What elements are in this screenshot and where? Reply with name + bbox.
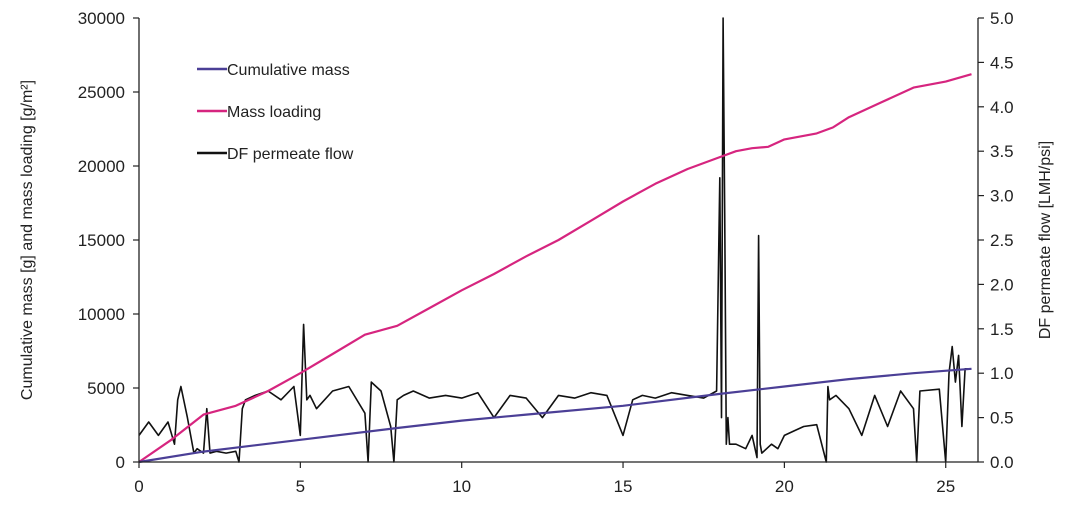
y-axis-left-title: Cumulative mass [g] and mass loading [g/… bbox=[19, 80, 36, 400]
y-right-tick-label: 3.0 bbox=[990, 187, 1014, 206]
y-right-tick-label: 1.5 bbox=[990, 320, 1014, 339]
legend-label-df-permeate-flow: DF permeate flow bbox=[227, 146, 354, 163]
y-left-tick-label: 10000 bbox=[78, 305, 125, 324]
x-tick-label: 25 bbox=[936, 477, 955, 496]
axes: 0 5 10 15 20 25 0 5000 10000 15000 20000 25000 30000… bbox=[78, 9, 1014, 496]
y-left-tick-label: 15000 bbox=[78, 231, 125, 250]
y-right-tick-label: 2.0 bbox=[990, 275, 1014, 294]
x-tick-label: 10 bbox=[452, 477, 471, 496]
y-right-tick-label: 5.0 bbox=[990, 9, 1014, 28]
y-right-tick-label: 4.5 bbox=[990, 53, 1014, 72]
y-left-tick-label: 25000 bbox=[78, 83, 125, 102]
legend-label-cumulative-mass: Cumulative mass bbox=[227, 62, 350, 79]
series-line-cumulative-mass bbox=[138, 367, 972, 464]
y-right-tick-label: 2.5 bbox=[990, 231, 1014, 250]
y-right-tick-label: 3.5 bbox=[990, 142, 1014, 161]
x-tick-label: 5 bbox=[296, 477, 305, 496]
y-right-tick-label: 0.0 bbox=[990, 453, 1014, 472]
x-tick-label: 20 bbox=[775, 477, 794, 496]
y-right-tick-label: 1.0 bbox=[990, 364, 1014, 383]
y-left-tick-label: 20000 bbox=[78, 157, 125, 176]
y-right-tick-label: 0.5 bbox=[990, 409, 1014, 428]
y-left-tick-label: 30000 bbox=[78, 9, 125, 28]
x-tick-label: 15 bbox=[614, 477, 633, 496]
x-tick-label: 0 bbox=[134, 477, 143, 496]
legend-label-mass-loading: Mass loading bbox=[227, 104, 321, 121]
y-left-tick-label: 5000 bbox=[87, 379, 125, 398]
legend: Cumulative mass Mass loading DF permeate f… bbox=[197, 62, 354, 163]
series-line-df-permeate-flow bbox=[138, 17, 972, 463]
y-right-tick-label: 4.0 bbox=[990, 98, 1014, 117]
series-line-mass-loading bbox=[138, 73, 972, 463]
plot-area bbox=[138, 17, 972, 464]
y-axis-right-title: DF permeate flow [LMH/psi] bbox=[1037, 141, 1054, 339]
y-left-tick-label: 0 bbox=[116, 453, 125, 472]
